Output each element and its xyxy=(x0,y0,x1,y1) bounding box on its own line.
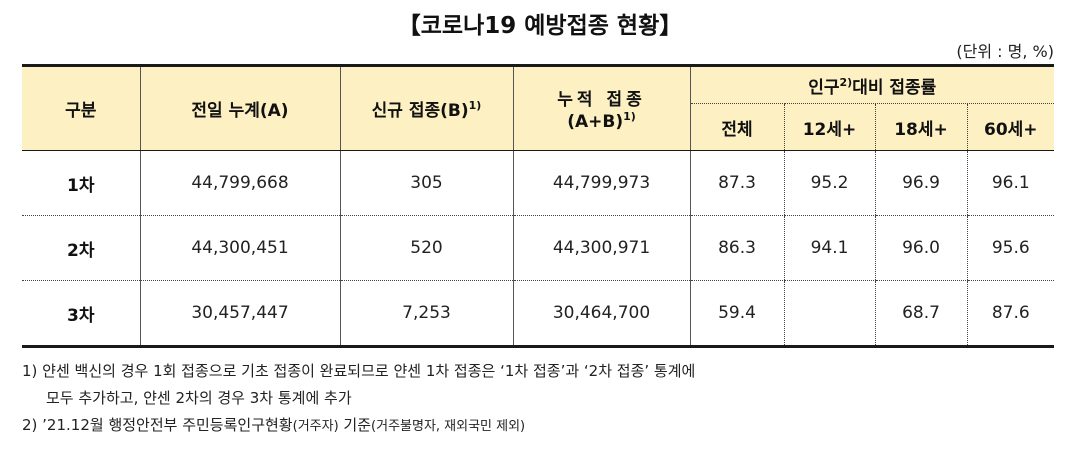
cell-rate-60plus: 87.6 xyxy=(966,280,1055,348)
footnote-2-mid: 기준 xyxy=(338,416,372,434)
cell-rate-60plus: 96.1 xyxy=(966,150,1055,216)
header-cumulative-line2-wrap: (A+B)1) xyxy=(514,110,690,132)
header-new-sup: 1) xyxy=(468,99,482,112)
header-cumulative-line1: 누적 접종 xyxy=(557,90,646,110)
cell-previous: 44,300,451 xyxy=(139,215,340,281)
cell-rate-60plus: 95.6 xyxy=(966,215,1055,281)
header-new-label: 신규 접종(B) xyxy=(371,101,469,121)
footnote-2-small1: (거주자) xyxy=(292,419,339,434)
table-row: 3차 30,457,447 7,253 30,464,700 59.4 68.7… xyxy=(22,280,1055,348)
footnote-1-line1: 1) 얀센 백신의 경우 1회 접종으로 기초 접종이 완료되므로 얀센 1차 … xyxy=(22,362,696,380)
row-label: 1차 xyxy=(22,150,140,216)
header-cumulative: 누적 접종 (A+B)1) xyxy=(512,64,690,151)
header-sub-60plus: 60세+ xyxy=(966,103,1055,151)
cell-rate-12plus xyxy=(783,280,875,348)
cell-rate-all: 86.3 xyxy=(689,215,784,281)
cell-previous: 30,457,447 xyxy=(139,280,340,348)
header-previous-cumulative: 전일 누계(A) xyxy=(139,64,340,151)
header-new: 신규 접종(B)1) xyxy=(339,64,513,151)
row-label: 3차 xyxy=(22,280,140,348)
footnote-1-line2: 모두 추가하고, 얀센 2차의 경우 3차 통계에 추가 xyxy=(46,389,352,407)
cell-rate-12plus: 95.2 xyxy=(783,150,875,216)
unit-label: (단위 : 명, %) xyxy=(956,42,1054,61)
footnotes: 1) 얀센 백신의 경우 1회 접종으로 기초 접종이 완료되므로 얀센 1차 … xyxy=(22,358,695,440)
cell-rate-18plus: 96.9 xyxy=(874,150,967,216)
cell-cumulative: 30,464,700 xyxy=(512,280,690,348)
header-population-rate: 인구2)대비 접종률 xyxy=(689,64,1055,104)
footnote-2-main: 2) ’21.12월 행정안전부 주민등록인구현황 xyxy=(22,416,293,434)
vaccination-table: 구분 전일 누계(A) 신규 접종(B)1) 누적 접종 (A+B)1) 인구2… xyxy=(22,64,1055,348)
header-population-prefix: 인구 xyxy=(808,77,840,98)
header-sub-18plus: 18세+ xyxy=(874,103,967,151)
table-row: 1차 44,799,668 305 44,799,973 87.3 95.2 9… xyxy=(22,150,1055,216)
cell-rate-all: 59.4 xyxy=(689,280,784,348)
footnote-2-small2: (거주불명자, 재외국민 제외) xyxy=(371,419,526,434)
cell-new: 520 xyxy=(339,215,513,281)
cell-rate-18plus: 96.0 xyxy=(874,215,967,281)
cell-cumulative: 44,799,973 xyxy=(512,150,690,216)
header-sub-12plus: 12세+ xyxy=(783,103,875,151)
table-row: 2차 44,300,451 520 44,300,971 86.3 94.1 9… xyxy=(22,215,1055,281)
row-label: 2차 xyxy=(22,215,140,281)
page-title: 【코로나19 예방접종 현황】 xyxy=(397,13,683,39)
header-population-suffix: 대비 접종률 xyxy=(852,77,937,98)
header-cumulative-line2: (A+B) xyxy=(567,112,624,132)
cell-previous: 44,799,668 xyxy=(139,150,340,216)
header-sub-all: 전체 xyxy=(689,103,784,151)
cell-new: 7,253 xyxy=(339,280,513,348)
header-category: 구분 xyxy=(22,64,140,151)
header-population-sup: 2) xyxy=(839,75,853,89)
header-cumulative-sup: 1) xyxy=(623,110,636,123)
cell-rate-12plus: 94.1 xyxy=(783,215,875,281)
cell-cumulative: 44,300,971 xyxy=(512,215,690,281)
cell-rate-18plus: 68.7 xyxy=(874,280,967,348)
cell-rate-all: 87.3 xyxy=(689,150,784,216)
footnote-2: 2) ’21.12월 행정안전부 주민등록인구현황(거주자) 기준(거주불명자,… xyxy=(22,412,695,440)
cell-new: 305 xyxy=(339,150,513,216)
